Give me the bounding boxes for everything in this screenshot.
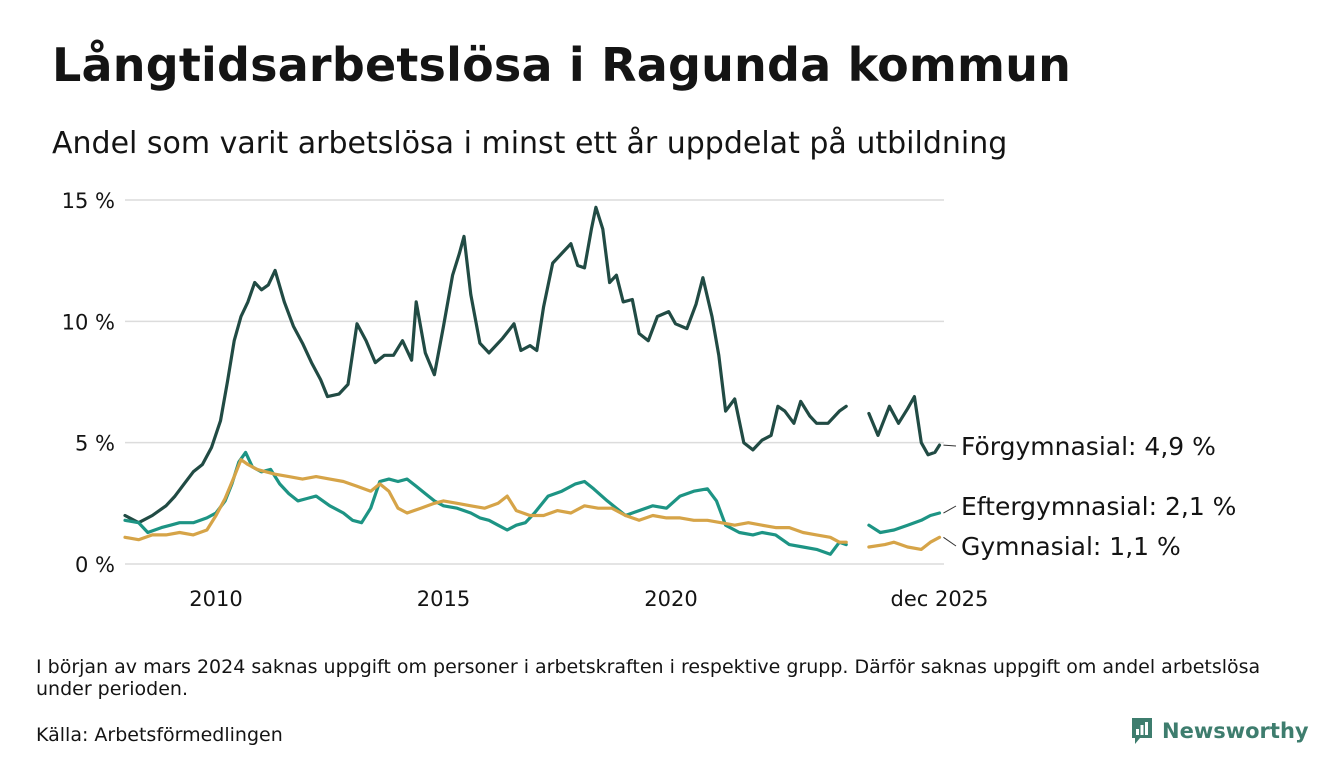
label-leader [943,505,957,514]
x-tick-label: 2015 [417,587,470,611]
y-tick-label: 10 % [62,310,115,334]
x-tick-label: dec 2025 [890,587,988,611]
series-line [123,458,942,551]
brand-name: Newsworthy [1162,719,1309,743]
chart-title: Långtidsarbetslösa i Ragunda kommun [52,38,1072,92]
series-line [123,450,942,556]
y-tick-label: 15 % [62,189,115,213]
series-end-label: Förgymnasial: 4,9 % [961,432,1216,461]
label-leader [943,536,957,547]
newsworthy-icon [1132,718,1152,744]
source-text: Källa: Arbetsförmedlingen [36,724,283,746]
x-tick-label: 2020 [644,587,697,611]
series-end-label: Gymnasial: 1,1 % [961,532,1181,561]
line-chart: 0 % 5 % 10 % 15 % 2010 2015 2020 dec 2025 Förgym… [62,189,1237,611]
y-tick-label: 0 % [75,553,115,577]
footnote: I början av mars 2024 saknas uppgift om … [36,656,1261,700]
brand-logo: Newsworthy [1130,716,1309,746]
x-tick-label: 2010 [189,587,242,611]
series-line [123,205,942,525]
label-leader [943,444,957,447]
chart-subtitle: Andel som varit arbetslösa i minst ett å… [52,126,1008,161]
y-tick-label: 5 % [75,432,115,456]
series-end-label: Eftergymnasial: 2,1 % [961,492,1236,521]
